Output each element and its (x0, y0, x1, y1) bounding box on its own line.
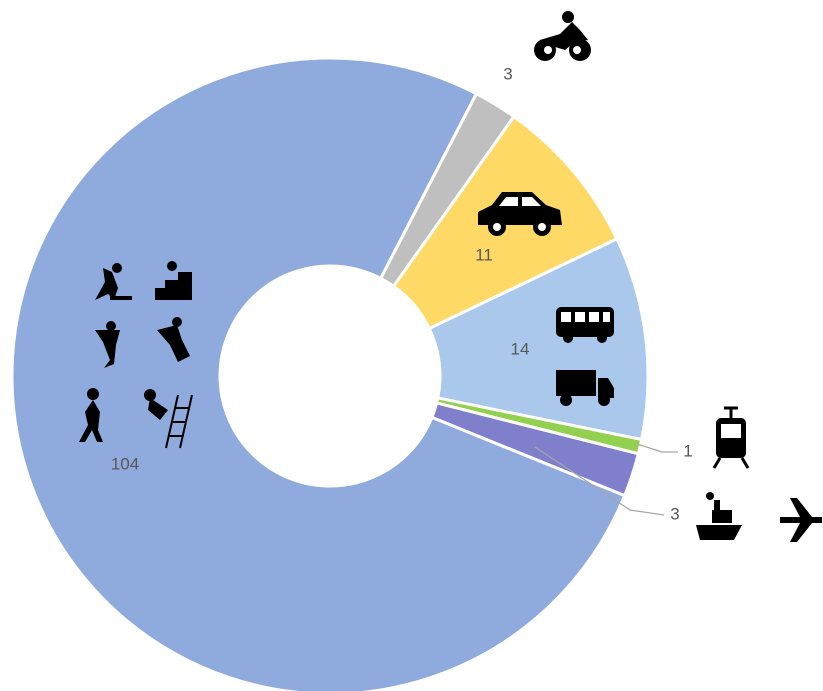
leader-line (534, 446, 665, 516)
ship-icon (696, 492, 742, 540)
leader-line (636, 443, 678, 453)
data-label: 1 (683, 441, 692, 460)
icons (79, 11, 822, 542)
leader-lines (534, 443, 678, 516)
tram-icon (712, 406, 750, 469)
slices (10, 56, 650, 691)
data-label: 104 (111, 454, 139, 473)
data-labels: 3 11 14 1 3 104 (111, 64, 693, 523)
bus-icon (556, 307, 614, 343)
motorcycle-icon (534, 11, 591, 61)
plane-icon (780, 498, 822, 542)
data-label: 3 (503, 64, 512, 83)
data-label: 3 (670, 504, 679, 523)
data-label: 11 (475, 245, 493, 264)
data-label: 14 (511, 339, 530, 358)
pedestrian-icons (79, 261, 193, 449)
truck-icon (556, 370, 614, 406)
car-icon (478, 192, 562, 236)
donut-slice (10, 56, 627, 691)
